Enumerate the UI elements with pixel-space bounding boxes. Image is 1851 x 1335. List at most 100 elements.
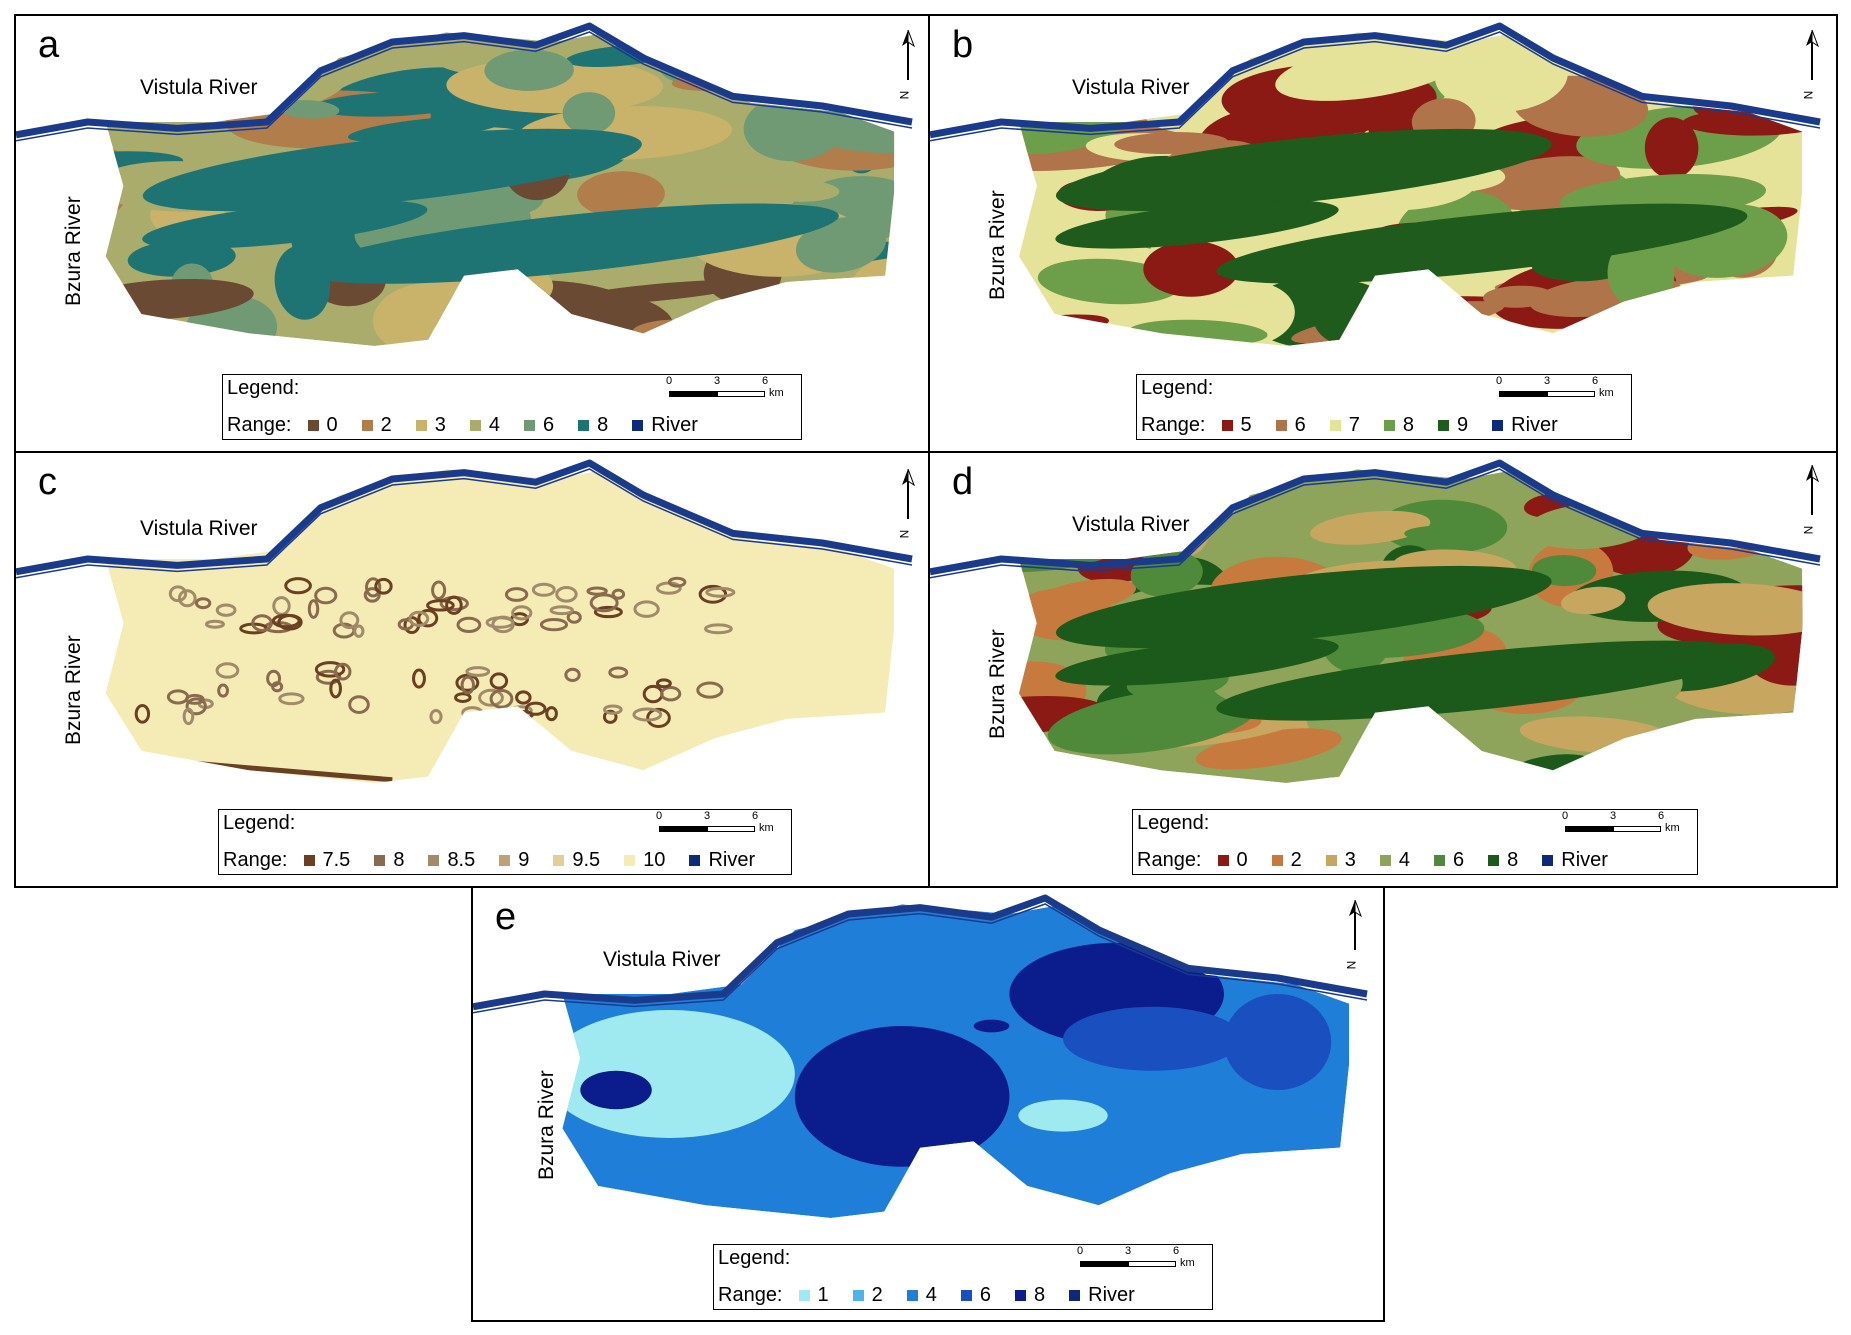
scale-tick-label: 6 (1592, 375, 1599, 387)
value-patch (313, 91, 472, 117)
dune-ridge (339, 611, 360, 630)
legend-title: Legend: (1141, 377, 1214, 399)
scale-tick-label: 3 (714, 375, 721, 387)
scale-tick-label: 0 (1496, 375, 1503, 387)
legend-item: 6 (1434, 849, 1464, 872)
legend: Legend: Range: 0 2 3 4 6 8 River 0 3 6 km (1132, 809, 1698, 875)
legend-item: 6 (1275, 414, 1306, 437)
map-area (16, 459, 913, 783)
legend-value: 8 (393, 849, 405, 871)
legend-item-river: River (632, 414, 698, 437)
dune-ridge (460, 675, 475, 695)
legend-range-label: Range: (223, 849, 288, 871)
north-label: N (1801, 525, 1816, 535)
legend-swatch (374, 855, 386, 866)
vistula-river-side-channel (16, 31, 913, 142)
legend-swatch (1217, 855, 1229, 866)
legend-item: 10 (624, 849, 665, 872)
value-patch (1032, 578, 1137, 614)
north-label: N (1801, 90, 1816, 100)
scale-tick-label: 0 (666, 375, 673, 387)
vistula-river-side-channel (930, 31, 1821, 142)
legend-item: 2 (361, 414, 392, 437)
dune-ridge (603, 704, 623, 715)
value-zone (1063, 1006, 1242, 1071)
dune-ridge (185, 697, 207, 716)
dune-ridge (365, 577, 382, 598)
value-patch (1019, 314, 1110, 337)
north-arrow-icon (902, 468, 916, 519)
dune-ridge (353, 624, 365, 638)
dune-ridge (555, 585, 578, 603)
dune-ridge (478, 688, 504, 707)
value-patch (1607, 236, 1675, 310)
legend-swatch (1438, 420, 1449, 431)
value-band (1055, 128, 1552, 212)
north-arrow-icon (1806, 464, 1820, 515)
value-patch (278, 100, 340, 119)
legend-item: 6 (524, 414, 554, 437)
dune-ridge (515, 690, 532, 705)
dune-ridge (589, 593, 619, 613)
vistula-river-side-channel (930, 468, 1821, 579)
dune-ridge (431, 580, 447, 600)
value-patch (702, 32, 895, 98)
legend-swatch (1492, 420, 1504, 431)
value-zone (562, 1010, 795, 1138)
dune-ridge (633, 600, 660, 618)
value-patch (1019, 52, 1142, 75)
legend-swatch (1434, 855, 1445, 866)
legend-swatch (1542, 855, 1554, 866)
dune-ridge (660, 685, 682, 702)
scale-tick-label: 3 (1125, 1245, 1132, 1257)
value-patch (1420, 308, 1483, 347)
legend-value: 8.5 (447, 849, 476, 871)
legend-item: 4 (469, 414, 500, 437)
value-patch (1404, 525, 1499, 544)
dune-ridge (314, 661, 346, 678)
scale-bar: 0 3 6 km (656, 810, 779, 840)
panel-letter: b (952, 24, 974, 66)
legend-title: Legend: (227, 377, 300, 399)
dune-ridge (363, 587, 381, 603)
value-patch (484, 49, 574, 91)
scale-bar: 0 3 6 km (1077, 1245, 1200, 1275)
legend-item: 9.5 (553, 849, 600, 872)
scale-tick-label: 0 (656, 810, 663, 822)
legend-value: 9 (518, 849, 530, 871)
scale-tick-label: 6 (1173, 1245, 1180, 1257)
value-patch (1047, 688, 1258, 755)
legend-value: River (1561, 849, 1608, 871)
legend-range-row: Range: 5 6 7 8 9 River (1141, 414, 1558, 437)
dune-ridge (329, 678, 342, 699)
legend-value: 2 (380, 414, 392, 436)
bzura-river-label: Bzura River (535, 1070, 558, 1180)
dune-ridge (182, 707, 195, 726)
dune-ridge (545, 706, 558, 722)
value-zone (973, 1019, 1010, 1033)
scale-tick-label: 3 (704, 810, 711, 822)
legend-swatch (553, 855, 565, 866)
legend-item: 8 (1488, 849, 1518, 872)
value-band (1055, 637, 1339, 686)
scale-unit: km (1599, 387, 1614, 399)
legend-value: 8 (1507, 849, 1519, 871)
legend-item: 2 (852, 1284, 883, 1307)
legend-swatch (689, 855, 701, 866)
legend-value: 7 (1348, 414, 1360, 436)
vistula-river-label: Vistula River (1072, 513, 1190, 536)
dune-ridge (334, 662, 352, 681)
legend-item: 1 (798, 1284, 829, 1307)
legend-value: 7.5 (322, 849, 351, 871)
dune-ridge (314, 586, 338, 605)
value-patch (577, 171, 665, 218)
scale-bar-white-segment (1547, 391, 1595, 397)
legend-range-label: Range: (718, 1284, 783, 1306)
scale-bar-white-segment (717, 391, 765, 397)
legend-value: 10 (643, 849, 666, 871)
scale-tick-label: 6 (1658, 810, 1665, 822)
legend-swatch (361, 420, 373, 431)
legend-swatch (469, 420, 481, 431)
legend-value: 2 (1290, 849, 1302, 871)
value-patch (757, 282, 895, 300)
